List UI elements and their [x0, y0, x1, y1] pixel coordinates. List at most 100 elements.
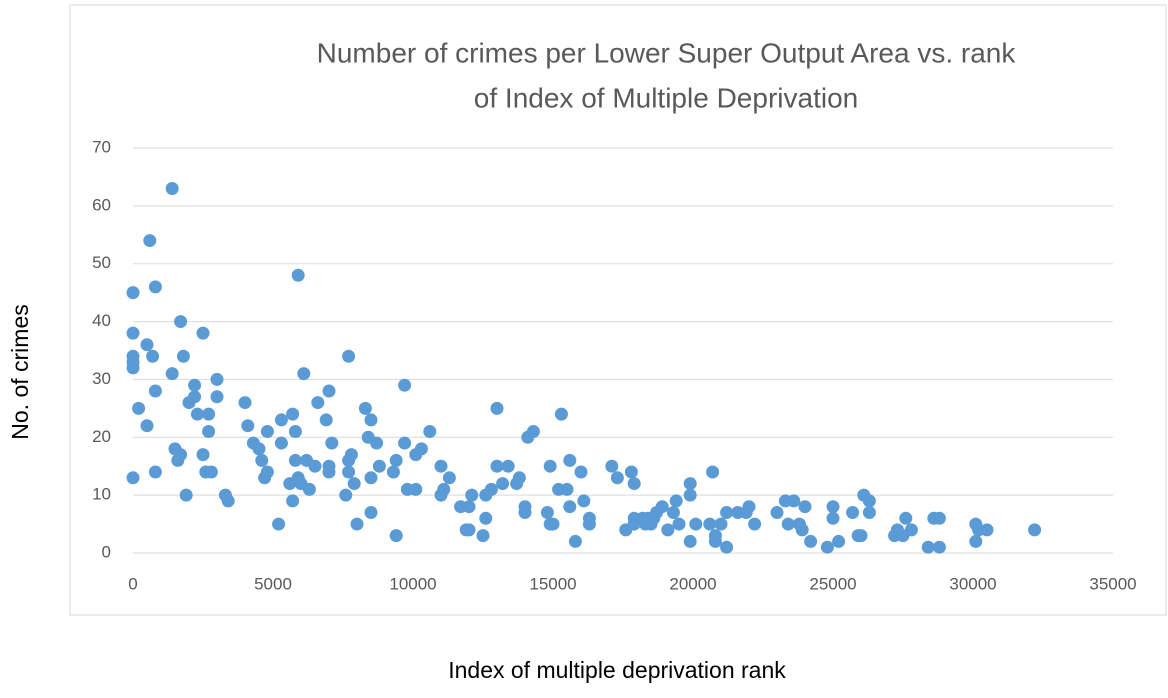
point [479, 511, 493, 525]
point [969, 534, 983, 548]
point [319, 413, 333, 427]
point [255, 453, 269, 467]
point [655, 500, 669, 514]
point [322, 384, 336, 398]
point [221, 494, 235, 508]
point [862, 506, 876, 519]
chart-title: Number of crimes per Lower Super Output … [317, 37, 1017, 68]
point [787, 494, 801, 508]
point [560, 482, 574, 496]
point [389, 529, 403, 543]
point [714, 517, 728, 531]
chart-title: of Index of Multiple Deprivation [474, 82, 858, 113]
point [669, 494, 683, 508]
point [196, 326, 210, 340]
chart-area [69, 4, 1167, 616]
point [238, 396, 252, 410]
point [274, 436, 288, 450]
point [742, 500, 756, 514]
point [703, 517, 717, 531]
x-tick-label: 5000 [254, 574, 292, 593]
point [624, 465, 638, 479]
point [496, 477, 510, 491]
point [174, 448, 188, 462]
point [297, 367, 311, 381]
point [512, 471, 526, 485]
point [708, 534, 722, 548]
point [325, 436, 339, 450]
x-tick-label: 20000 [669, 574, 716, 593]
point [518, 506, 532, 519]
y-tick-label: 0 [102, 542, 111, 561]
point [683, 488, 697, 502]
point [126, 326, 140, 340]
point [146, 349, 160, 363]
point [364, 506, 378, 519]
point [204, 465, 218, 479]
point [409, 482, 423, 496]
point [274, 413, 288, 427]
point [414, 442, 428, 456]
point [748, 517, 762, 531]
point [543, 459, 557, 473]
point [322, 465, 336, 479]
point [165, 367, 179, 381]
x-tick-label: 10000 [389, 574, 436, 593]
y-tick-label: 10 [92, 485, 111, 504]
x-tick-label: 30000 [949, 574, 996, 593]
point [174, 315, 188, 329]
point [389, 453, 403, 467]
point [423, 425, 437, 438]
point [308, 459, 322, 473]
point [683, 477, 697, 491]
point [202, 407, 216, 421]
point [720, 506, 734, 519]
point [179, 488, 193, 502]
point [904, 523, 918, 537]
point [126, 471, 140, 485]
point [501, 459, 515, 473]
point [770, 506, 784, 519]
point [798, 500, 812, 514]
point [540, 506, 554, 519]
point [706, 465, 720, 479]
y-tick-label: 40 [92, 311, 111, 330]
point [132, 401, 146, 415]
point [826, 511, 840, 525]
point [165, 182, 179, 195]
point [364, 471, 378, 485]
x-tick-label: 35000 [1089, 574, 1136, 593]
x-tick-label: 15000 [529, 574, 576, 593]
point [344, 448, 358, 462]
point [781, 517, 795, 531]
point [795, 523, 809, 537]
point [720, 540, 734, 554]
point [148, 280, 162, 294]
point [260, 465, 274, 479]
point [1028, 523, 1042, 537]
point [398, 436, 412, 450]
point [347, 477, 361, 491]
point [291, 268, 305, 282]
y-tick-label: 60 [92, 195, 111, 214]
point [465, 488, 479, 502]
point [554, 407, 568, 421]
point [932, 540, 946, 554]
point [252, 442, 266, 456]
point [484, 482, 498, 496]
point [126, 286, 140, 300]
point [563, 500, 577, 514]
point [462, 523, 476, 537]
point [140, 419, 154, 433]
point [372, 459, 386, 473]
point [437, 482, 451, 496]
y-axis-label: No. of crimes [7, 304, 33, 439]
point [364, 413, 378, 427]
point [476, 529, 490, 543]
point [832, 534, 846, 548]
point [210, 390, 224, 404]
point [342, 465, 356, 479]
point [661, 523, 675, 537]
point [434, 459, 448, 473]
